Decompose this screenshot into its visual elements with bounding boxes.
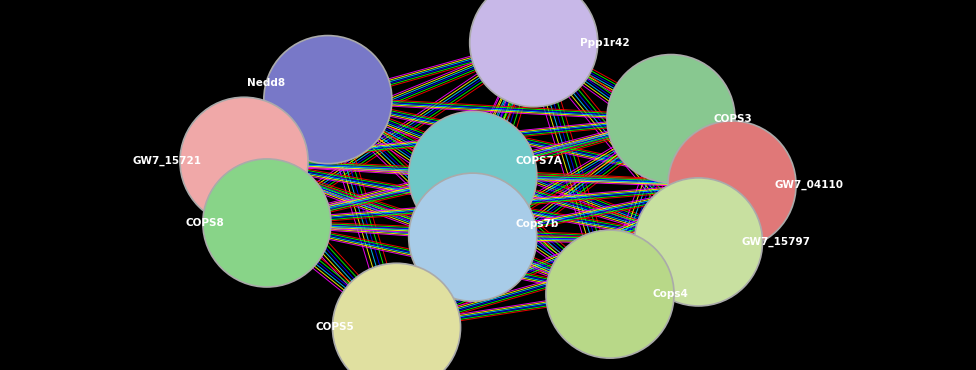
Text: Cops4: Cops4 xyxy=(653,289,689,299)
Text: GW7_15721: GW7_15721 xyxy=(133,156,201,166)
Ellipse shape xyxy=(634,178,762,306)
Ellipse shape xyxy=(180,97,308,225)
Text: GW7_04110: GW7_04110 xyxy=(775,180,843,190)
Text: GW7_15797: GW7_15797 xyxy=(741,237,810,247)
Text: Nedd8: Nedd8 xyxy=(247,78,285,88)
Ellipse shape xyxy=(203,159,331,287)
Ellipse shape xyxy=(409,111,537,239)
Ellipse shape xyxy=(668,121,796,249)
Ellipse shape xyxy=(469,0,597,107)
Text: Cops7b: Cops7b xyxy=(515,219,559,229)
Ellipse shape xyxy=(607,54,735,183)
Ellipse shape xyxy=(264,36,392,164)
Ellipse shape xyxy=(409,173,537,301)
Text: Ppp1r42: Ppp1r42 xyxy=(580,38,630,48)
Text: COPS8: COPS8 xyxy=(185,218,224,228)
Text: COPS7A: COPS7A xyxy=(515,156,562,166)
Text: COPS5: COPS5 xyxy=(315,322,354,332)
Text: COPS3: COPS3 xyxy=(713,114,752,124)
Ellipse shape xyxy=(333,263,461,370)
Ellipse shape xyxy=(546,230,674,358)
